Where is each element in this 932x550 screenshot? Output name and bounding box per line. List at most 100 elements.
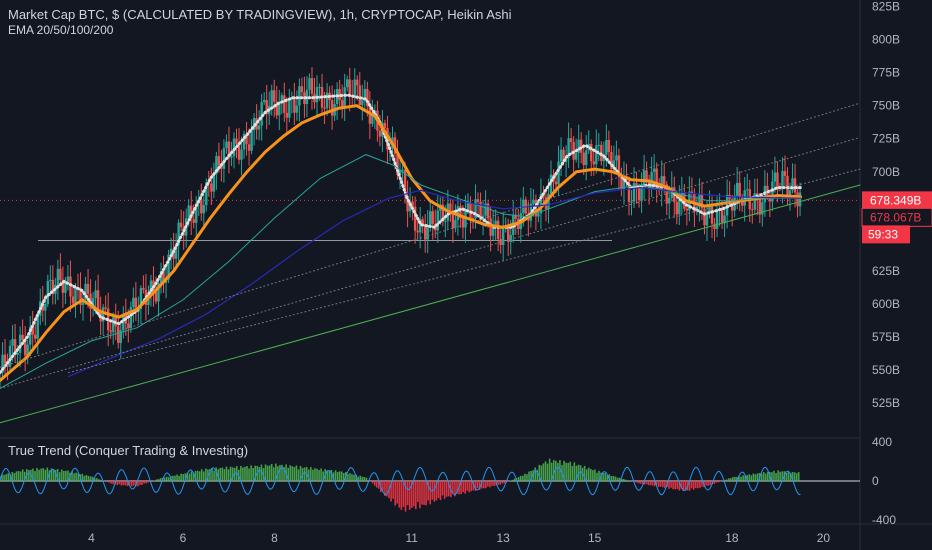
price-tick-label: 525B — [872, 396, 900, 410]
candle-body — [615, 155, 618, 161]
candle-body — [265, 100, 268, 115]
time-axis[interactable]: 4 6 8 11 13 15 18 20 — [88, 531, 830, 545]
candle-body — [74, 287, 77, 304]
candle-body — [547, 193, 550, 210]
candle-body — [408, 201, 412, 212]
candle-body — [378, 130, 382, 137]
price-badges: 678.349B 678.067B 59:33 — [861, 191, 932, 244]
candle-body — [685, 208, 689, 211]
last-price-badge: 678.349B — [870, 193, 921, 207]
oscillator-tick-label: -400 — [872, 513, 896, 527]
candle-body — [632, 183, 636, 202]
candle-body — [451, 210, 455, 229]
candle-body — [157, 283, 160, 302]
candle-body — [230, 156, 233, 158]
candle-body — [710, 206, 714, 224]
candle-body — [84, 283, 87, 300]
candle-body — [793, 178, 797, 193]
candle-body — [620, 176, 623, 189]
candle-body — [192, 219, 195, 223]
candle-body — [220, 165, 223, 169]
price-tick-label: 725B — [872, 132, 900, 146]
candle-body — [436, 210, 439, 231]
candle-body — [680, 192, 684, 200]
oscillator-axis[interactable]: 400 0 -400 — [872, 435, 896, 527]
candle-body — [582, 152, 585, 165]
candle-body — [330, 100, 334, 116]
candle-body — [21, 334, 24, 340]
ema100-line — [0, 154, 801, 389]
candle-body — [275, 101, 278, 116]
time-tick-label: 6 — [180, 531, 187, 545]
ema50-line — [0, 104, 802, 382]
candle-body — [753, 193, 756, 210]
candle-body — [232, 138, 236, 157]
candle-body — [655, 168, 658, 189]
candle-body — [86, 283, 90, 294]
candle-body — [735, 182, 739, 196]
candle-body — [398, 170, 402, 175]
candle-body — [529, 203, 533, 221]
candle-body — [592, 161, 595, 165]
candle-body — [612, 160, 616, 170]
candle-body — [746, 189, 749, 191]
candle-body — [127, 323, 130, 329]
candle-body — [642, 170, 646, 186]
candle-body — [205, 182, 208, 206]
candle-body — [514, 214, 517, 219]
candle-body — [310, 78, 314, 94]
candle-body — [283, 95, 286, 113]
candle-body — [149, 280, 153, 296]
candle-body — [562, 149, 565, 162]
candle-body — [56, 268, 60, 285]
candle-body — [61, 279, 65, 293]
candle-body — [235, 138, 238, 144]
candle-body — [187, 205, 190, 219]
ema20-line — [0, 93, 802, 375]
candle-body — [781, 170, 784, 189]
candle-body — [371, 114, 374, 124]
candle-body — [227, 141, 231, 158]
candle-body — [700, 194, 704, 209]
candle-body — [285, 112, 289, 118]
candle-body — [240, 149, 243, 160]
candle-body — [117, 326, 120, 343]
candle-body — [23, 339, 27, 356]
candle-body — [46, 280, 50, 305]
candle-body — [325, 92, 329, 109]
candle-body — [456, 206, 460, 221]
price-tick-label: 700B — [872, 165, 900, 179]
candle-body — [723, 215, 726, 224]
candle-body — [798, 192, 802, 207]
candle-body — [257, 125, 261, 130]
candle-body — [154, 291, 158, 302]
candle-body — [260, 102, 263, 126]
candle-body — [270, 90, 273, 106]
candle-body — [383, 122, 387, 129]
candle-body — [476, 199, 480, 202]
candle-body — [610, 152, 613, 170]
candle-body — [361, 100, 364, 106]
candle-body — [595, 145, 598, 165]
oscillator-tick-label: 400 — [872, 435, 892, 449]
candle-body — [44, 304, 47, 311]
candle-body — [479, 201, 482, 221]
candle-body — [119, 330, 122, 343]
candle-body — [703, 208, 706, 226]
candle-body — [363, 88, 367, 101]
candle-body — [761, 202, 764, 215]
candle-body — [444, 220, 447, 222]
candle-body — [298, 86, 301, 106]
price-tick-label: 800B — [872, 33, 900, 47]
candle-body — [1, 354, 4, 373]
candle-body — [356, 79, 359, 86]
candle-body — [796, 192, 799, 207]
candle-body — [11, 339, 14, 346]
candle-body — [491, 226, 495, 236]
candle-body — [630, 201, 633, 203]
candle-body — [496, 220, 500, 240]
candle-body — [353, 79, 356, 97]
candle-body — [403, 169, 407, 196]
horizontal-levels — [0, 199, 860, 482]
